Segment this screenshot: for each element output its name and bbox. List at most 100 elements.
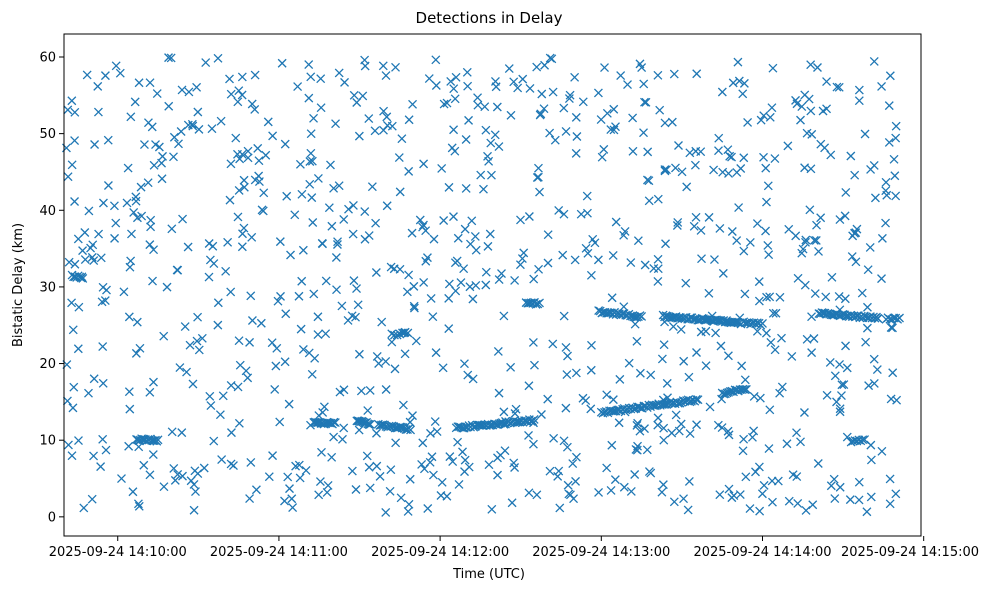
detection-marker	[816, 213, 826, 223]
detection-marker	[391, 62, 400, 72]
detection-marker	[888, 323, 897, 333]
x-tick-label: 2025-09-24 14:15:00	[841, 545, 979, 560]
detection-marker	[653, 194, 663, 204]
detection-marker	[763, 240, 773, 250]
detection-marker	[235, 360, 245, 370]
detection-marker	[751, 467, 760, 477]
detection-marker	[808, 500, 818, 510]
detection-marker	[250, 104, 260, 114]
detection-marker	[701, 361, 711, 371]
detection-marker	[180, 322, 190, 332]
detection-marker	[713, 420, 723, 430]
detection-marker	[799, 408, 809, 417]
detection-marker	[891, 121, 901, 131]
detection-marker	[69, 382, 79, 392]
y-tick-label: 20	[39, 357, 56, 372]
detection-marker	[403, 328, 413, 338]
detection-marker	[444, 279, 454, 289]
detection-marker	[570, 72, 580, 82]
detection-marker	[717, 87, 727, 97]
detection-marker	[131, 196, 141, 206]
detection-marker	[184, 87, 194, 97]
detection-marker	[290, 210, 300, 220]
detection-marker	[245, 494, 255, 504]
detection-marker	[124, 441, 134, 451]
detection-marker	[204, 239, 214, 248]
detection-marker	[586, 365, 596, 375]
detection-marker	[511, 404, 521, 414]
detection-marker	[630, 470, 640, 479]
detection-marker	[463, 370, 473, 380]
detection-marker	[178, 214, 188, 224]
y-axis-label: Bistatic Delay (km)	[11, 223, 26, 347]
detection-marker	[674, 426, 684, 436]
detection-marker	[658, 480, 668, 490]
detection-marker	[454, 479, 464, 489]
detection-marker	[159, 331, 169, 341]
detection-marker	[449, 84, 459, 94]
detection-marker	[456, 278, 466, 288]
detection-marker	[238, 229, 247, 239]
detection-marker	[806, 106, 816, 116]
detection-marker	[167, 224, 177, 234]
detection-marker	[143, 118, 153, 128]
detection-marker	[562, 442, 572, 452]
detection-marker	[806, 164, 816, 174]
detection-marker	[767, 103, 777, 113]
detection-marker	[484, 460, 494, 470]
detection-marker	[755, 393, 765, 403]
detection-marker	[145, 387, 155, 397]
detection-marker	[571, 112, 581, 122]
detection-marker	[494, 388, 504, 398]
detection-marker	[685, 429, 695, 439]
detection-marker	[771, 308, 781, 318]
detection-marker	[247, 99, 257, 109]
detection-marker	[127, 229, 136, 239]
detection-marker	[417, 459, 427, 469]
detection-marker	[704, 212, 714, 222]
detection-marker	[620, 407, 630, 417]
detection-marker	[866, 492, 876, 502]
detection-marker	[565, 490, 575, 500]
detection-marker	[872, 365, 882, 375]
detection-marker	[217, 455, 227, 464]
detection-marker	[653, 420, 663, 430]
detection-marker	[553, 471, 563, 481]
detection-marker	[723, 145, 733, 155]
detection-marker	[576, 209, 586, 219]
detection-marker	[305, 157, 315, 166]
detection-marker	[419, 159, 429, 169]
detection-marker	[806, 60, 816, 70]
detection-marker	[387, 329, 397, 339]
detection-marker	[460, 455, 470, 465]
x-tick-label: 2025-09-24 14:14:00	[693, 545, 831, 560]
detection-marker	[756, 115, 766, 125]
y-tick-label: 0	[48, 510, 56, 525]
detection-marker	[586, 270, 596, 280]
detection-marker	[486, 170, 496, 180]
detection-marker	[277, 58, 287, 68]
detection-marker	[177, 428, 187, 438]
detection-marker	[329, 183, 339, 193]
detection-marker	[657, 487, 667, 497]
detection-marker	[809, 235, 819, 245]
detection-marker	[536, 109, 546, 119]
detection-marker	[63, 105, 73, 115]
detection-marker	[759, 152, 768, 162]
detection-marker	[395, 187, 405, 197]
detection-marker	[400, 349, 410, 359]
detection-marker	[89, 256, 99, 265]
detection-marker	[96, 462, 106, 472]
detection-marker	[268, 131, 278, 141]
detection-marker	[807, 348, 817, 358]
detection-marker	[727, 227, 737, 236]
detection-marker	[528, 338, 538, 347]
detection-marker	[175, 363, 185, 372]
detection-marker	[347, 311, 357, 321]
detection-marker	[765, 405, 775, 415]
detection-marker	[451, 72, 461, 82]
detection-marker	[696, 327, 706, 337]
detection-marker	[862, 302, 872, 312]
detection-marker	[692, 69, 702, 79]
detection-marker	[764, 444, 774, 454]
